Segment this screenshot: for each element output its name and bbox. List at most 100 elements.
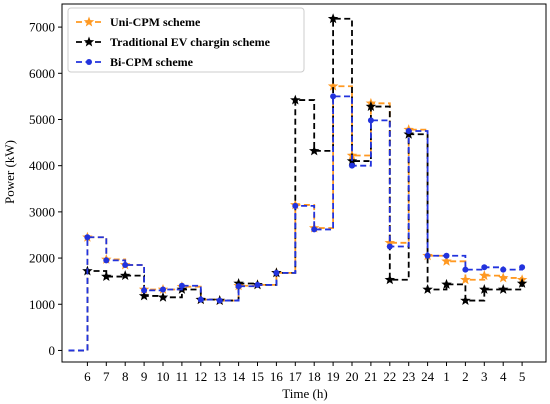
x-tick-label: 8 — [122, 369, 129, 384]
y-tick-label: 4000 — [29, 158, 55, 173]
data-point — [235, 283, 242, 290]
data-point — [330, 93, 337, 100]
y-tick-label: 3000 — [29, 204, 55, 219]
legend-label: Bi-CPM scheme — [110, 55, 194, 69]
data-point — [290, 94, 301, 105]
legend-entry: Traditional EV chargin scheme — [76, 35, 271, 49]
x-tick-label: 13 — [213, 369, 226, 384]
data-point — [479, 270, 490, 281]
legend: Uni-CPM scheme Traditional EV chargin sch… — [67, 7, 305, 73]
data-point — [101, 271, 112, 281]
x-tick-label: 5 — [519, 369, 526, 384]
data-point — [441, 255, 452, 266]
x-tick-label: 18 — [308, 369, 321, 384]
x-tick-label: 17 — [289, 369, 303, 384]
data-point — [460, 295, 471, 306]
series-1 — [68, 80, 528, 352]
x-tick-label: 23 — [402, 369, 415, 384]
x-tick-label: 24 — [421, 369, 435, 384]
data-point — [119, 270, 131, 281]
x-tick-label: 4 — [500, 369, 507, 384]
data-point — [254, 281, 261, 288]
data-point — [441, 278, 452, 289]
data-point — [519, 264, 526, 271]
legend-label: Traditional EV chargin scheme — [110, 35, 271, 49]
data-point — [424, 252, 431, 259]
legend-marker — [83, 16, 95, 27]
data-point — [178, 282, 185, 289]
legend-marker — [86, 59, 92, 65]
data-point — [327, 13, 339, 24]
series-line — [68, 85, 523, 352]
data-point — [160, 286, 166, 293]
data-point — [384, 274, 396, 285]
data-point — [405, 128, 412, 135]
series-3 — [68, 93, 526, 352]
x-tick-label: 2 — [462, 369, 469, 384]
axes-frame — [61, 3, 547, 363]
data-point — [500, 266, 507, 273]
x-axis-label: Time (h) — [282, 386, 327, 401]
data-point — [308, 145, 320, 156]
data-point — [84, 234, 91, 241]
y-tick-label: 5000 — [29, 112, 55, 127]
data-point — [386, 243, 393, 250]
x-tick-label: 21 — [364, 369, 377, 384]
x-tick-label: 22 — [383, 369, 396, 384]
data-point — [365, 101, 377, 111]
data-point — [273, 269, 280, 276]
data-point — [292, 202, 299, 209]
x-tick-label: 7 — [103, 369, 110, 384]
data-point — [311, 226, 318, 233]
data-point — [197, 296, 204, 303]
x-tick-label: 15 — [251, 369, 264, 384]
x-tick-label: 12 — [194, 369, 207, 384]
y-tick-label: 2000 — [29, 251, 55, 266]
data-point — [367, 117, 374, 124]
x-tick-label: 9 — [141, 369, 148, 384]
data-point — [216, 297, 223, 304]
data-point — [479, 283, 490, 294]
legend-label: Uni-CPM scheme — [110, 15, 201, 29]
data-point — [497, 283, 509, 294]
data-point — [327, 80, 339, 91]
data-point — [122, 261, 129, 268]
y-tick-label: 6000 — [29, 66, 55, 81]
series-line — [68, 95, 523, 352]
legend-entry: Uni-CPM scheme — [76, 15, 201, 29]
data-point — [497, 272, 509, 283]
y-tick-label: 7000 — [29, 20, 55, 35]
x-tick-label: 6 — [84, 369, 91, 384]
x-tick-label: 3 — [481, 369, 488, 384]
x-tick-label: 11 — [176, 369, 189, 384]
y-tick-label: 0 — [49, 343, 56, 358]
data-point — [233, 277, 244, 288]
data-point — [349, 162, 355, 169]
data-point — [460, 274, 471, 285]
legend-box — [67, 7, 305, 73]
x-tick-label: 16 — [270, 369, 284, 384]
data-point — [462, 266, 469, 273]
y-axis-label: Power (kW) — [2, 140, 17, 204]
legend-entry: Bi-CPM scheme — [76, 55, 194, 69]
data-point — [384, 237, 396, 248]
x-tick-label: 19 — [327, 369, 340, 384]
data-point — [103, 257, 110, 264]
legend-marker — [83, 36, 95, 47]
y-tick-label: 1000 — [29, 297, 55, 312]
data-point — [516, 277, 528, 288]
series-line — [68, 17, 523, 352]
data-point — [422, 283, 433, 294]
x-tick-label: 10 — [157, 369, 170, 384]
data-point — [443, 252, 450, 259]
x-tick-label: 14 — [232, 369, 246, 384]
data-point — [138, 290, 150, 301]
data-point — [141, 287, 148, 294]
x-tick-label: 1 — [443, 369, 450, 384]
x-tick-label: 20 — [346, 369, 359, 384]
data-point — [157, 291, 169, 302]
data-point — [481, 264, 488, 271]
plot-area — [68, 13, 528, 352]
